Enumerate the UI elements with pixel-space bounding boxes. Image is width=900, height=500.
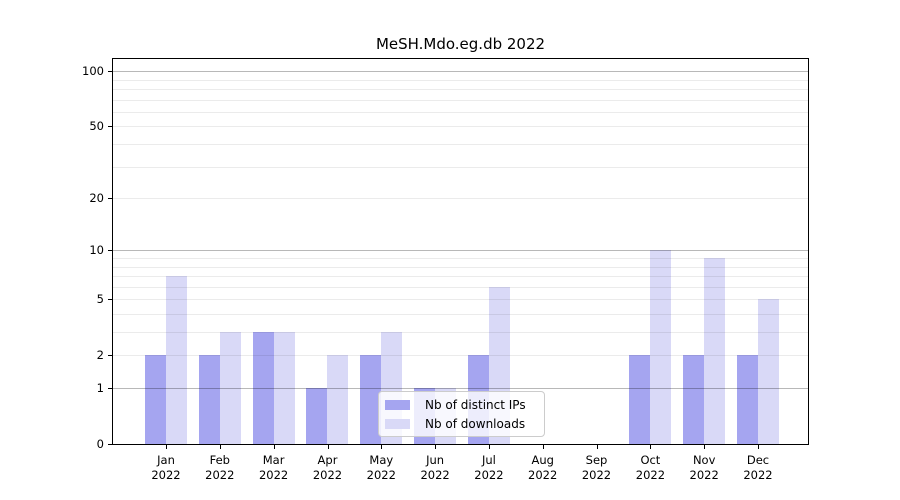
gridline-minor-50 [113,126,808,128]
x-tick-label-may: May 2022 [366,453,396,482]
x-tick-mark-may [381,445,383,449]
y-tick-mark-100 [108,71,112,73]
bar-downloads-jan [166,276,187,444]
y-tick-label-2: 2 [96,348,104,363]
bar-downloads-apr [327,355,349,444]
bar-downloads-dec [758,299,779,444]
x-tick-label-nov: Nov 2022 [689,453,719,482]
x-tick-label-mar: Mar 2022 [258,453,289,482]
x-tick-mark-jan [166,445,167,449]
plot-area [112,58,809,445]
legend-label-downloads: Nb of downloads [425,416,526,431]
legend-swatch-distinct-ips [385,399,410,410]
legend-swatch-downloads [385,418,410,429]
bar-distinct-ips-may [360,355,382,444]
bar-distinct-ips-apr [306,388,328,444]
x-tick-mark-jul [488,445,490,449]
x-tick-mark-mar [273,445,275,449]
bar-downloads-feb [219,332,241,444]
gridline-major-100 [113,71,808,73]
gridline-minor-8 [113,266,808,268]
gridline-minor-4 [113,314,808,315]
gridline-minor-30 [113,166,808,168]
legend-label-distinct-ips: Nb of distinct IPs [425,397,526,412]
x-tick-label-jul: Jul 2022 [474,453,504,482]
gridline-minor-90 [113,79,808,81]
bar-downloads-nov [704,258,726,444]
y-tick-mark-50 [108,126,112,128]
gridline-minor-70 [113,99,808,101]
bar-distinct-ips-dec [737,355,758,444]
bar-distinct-ips-nov [683,355,705,444]
x-tick-mark-dec [758,445,759,449]
gridline-minor-20 [113,198,808,200]
x-tick-mark-sep [596,445,598,449]
x-tick-mark-aug [542,445,544,449]
y-tick-mark-1 [108,388,112,389]
x-tick-label-sep: Sep 2022 [581,453,612,482]
chart-title: MeSH.Mdo.eg.db 2022 [375,35,546,53]
bar-distinct-ips-jan [145,355,166,444]
plot-inner [113,59,808,444]
x-tick-label-oct: Oct 2022 [635,453,666,482]
gridline-minor-7 [113,276,808,277]
y-tick-label-20: 20 [89,191,104,206]
x-tick-mark-feb [219,445,221,449]
y-tick-mark-0 [108,444,112,445]
legend: Nb of distinct IPs Nb of downloads [378,391,545,437]
gridline-minor-6 [113,286,808,288]
y-tick-mark-20 [108,198,112,200]
x-tick-mark-apr [327,445,329,449]
gridline-minor-5 [113,299,808,301]
y-tick-label-0: 0 [96,437,104,451]
y-tick-mark-5 [108,299,112,301]
y-tick-label-10: 10 [89,243,104,258]
y-tick-mark-2 [108,355,112,357]
gridline-minor-80 [113,89,808,90]
x-tick-label-apr: Apr 2022 [312,453,343,482]
y-tick-label-5: 5 [96,292,104,307]
y-tick-mark-10 [108,250,112,252]
gridline-minor-60 [113,111,808,113]
x-tick-label-dec: Dec 2022 [743,453,773,482]
legend-row-distinct-ips: Nb of distinct IPs [385,398,537,412]
gridline-minor-9 [113,258,808,259]
gridline-major-10 [113,250,808,252]
x-tick-label-jun: Jun 2022 [420,453,450,482]
gridline-minor-3 [113,332,808,333]
x-tick-mark-nov [704,445,706,449]
y-tick-label-1: 1 [96,381,104,395]
x-tick-mark-jun [435,445,437,449]
x-tick-label-feb: Feb 2022 [205,453,235,482]
bar-downloads-mar [273,332,295,444]
gridline-minor-2 [113,355,808,357]
x-tick-label-jan: Jan 2022 [151,453,181,482]
bar-distinct-ips-oct [629,355,651,444]
bar-distinct-ips-feb [198,355,220,444]
gridline-major-1 [113,388,808,389]
legend-row-downloads: Nb of downloads [385,417,537,431]
gridline-minor-40 [113,144,808,145]
y-tick-label-50: 50 [89,119,104,134]
x-tick-mark-oct [650,445,652,449]
bar-distinct-ips-mar [252,332,274,444]
x-tick-label-aug: Aug 2022 [528,453,558,482]
y-tick-label-100: 100 [82,64,104,79]
bar-downloads-oct [650,250,672,444]
